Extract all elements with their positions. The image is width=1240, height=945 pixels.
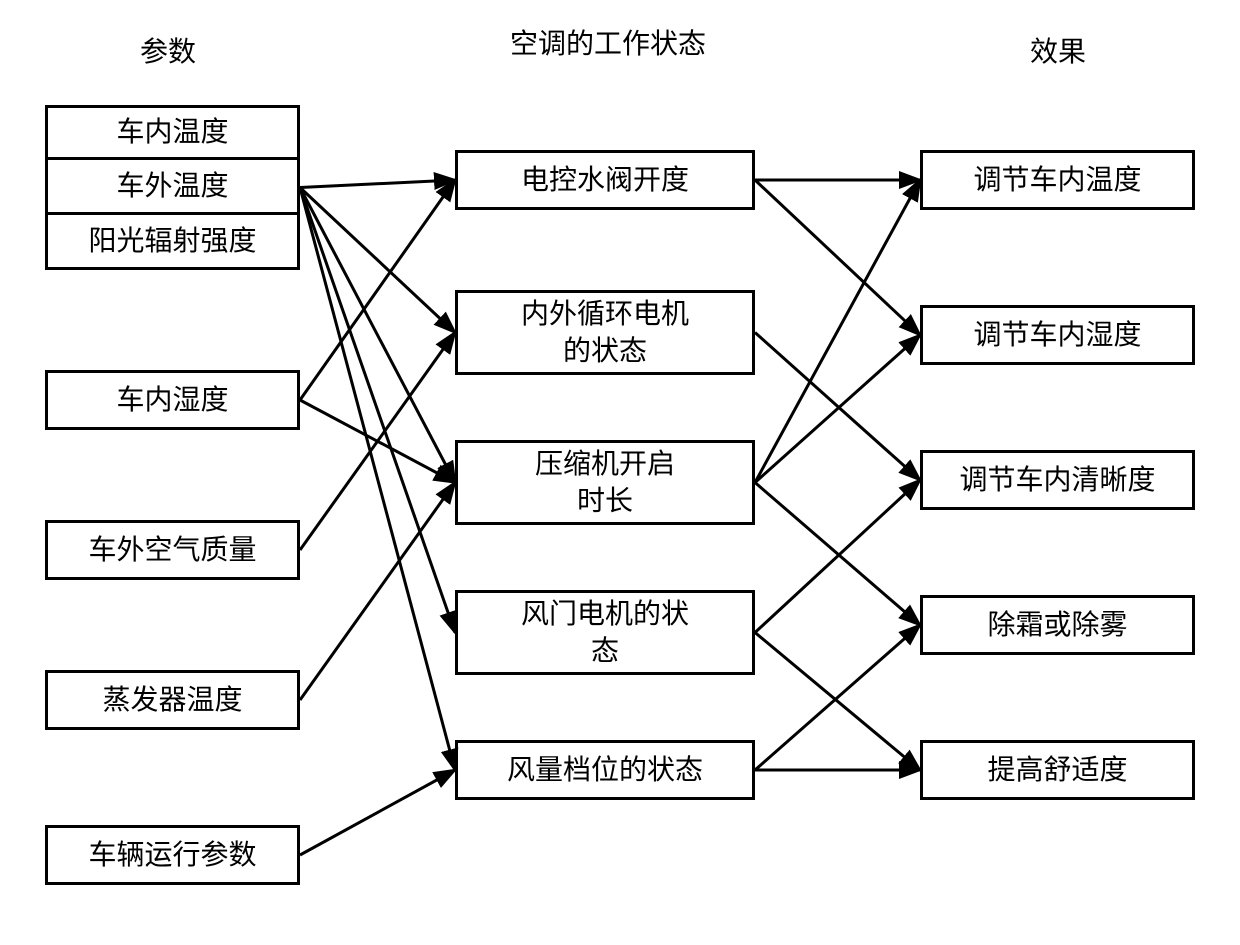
node-p2: 车内湿度 [45, 370, 300, 430]
edge-p3-s2 [300, 333, 455, 551]
node-p3: 车外空气质量 [45, 520, 300, 580]
node-s4: 风门电机的状态 [455, 590, 755, 675]
edge-p1b-s1 [300, 180, 455, 188]
node-e5: 提高舒适度 [920, 740, 1195, 800]
column-header-params: 参数 [140, 30, 196, 70]
edge-s2-e3 [755, 333, 920, 481]
node-e4: 除霜或除雾 [920, 595, 1195, 655]
node-e2: 调节车内湿度 [920, 305, 1195, 365]
edge-s1-e2 [755, 180, 920, 335]
edge-s3-e4 [755, 483, 920, 626]
edge-p1b-s3 [300, 188, 455, 483]
edge-s4-e5 [755, 633, 920, 771]
column-header-effects: 效果 [1030, 30, 1086, 70]
node-p5: 车辆运行参数 [45, 825, 300, 885]
edge-p1b-s2 [300, 188, 455, 333]
node-s1: 电控水阀开度 [455, 150, 755, 210]
column-header-states: 空调的工作状态 [510, 22, 706, 62]
edge-s3-e1 [755, 180, 920, 483]
edge-p2-s1 [300, 180, 455, 400]
node-p4: 蒸发器温度 [45, 670, 300, 730]
node-e3: 调节车内清晰度 [920, 450, 1195, 510]
node-s2: 内外循环电机的状态 [455, 290, 755, 375]
node-s5: 风量档位的状态 [455, 740, 755, 800]
node-s3: 压缩机开启时长 [455, 440, 755, 525]
edge-p2-s3 [300, 400, 455, 483]
node-p1a: 车内温度 [45, 105, 300, 160]
edge-p5-s5 [300, 770, 455, 855]
edge-p1b-s4 [300, 188, 455, 633]
node-p1b: 车外温度 [45, 160, 300, 215]
edge-s5-e4 [755, 625, 920, 770]
edge-p4-s3 [300, 483, 455, 701]
node-p1c: 阳光辐射强度 [45, 215, 300, 270]
edge-p1b-s5 [300, 188, 455, 771]
node-e1: 调节车内温度 [920, 150, 1195, 210]
edge-s3-e2 [755, 335, 920, 483]
edge-s4-e3 [755, 480, 920, 633]
